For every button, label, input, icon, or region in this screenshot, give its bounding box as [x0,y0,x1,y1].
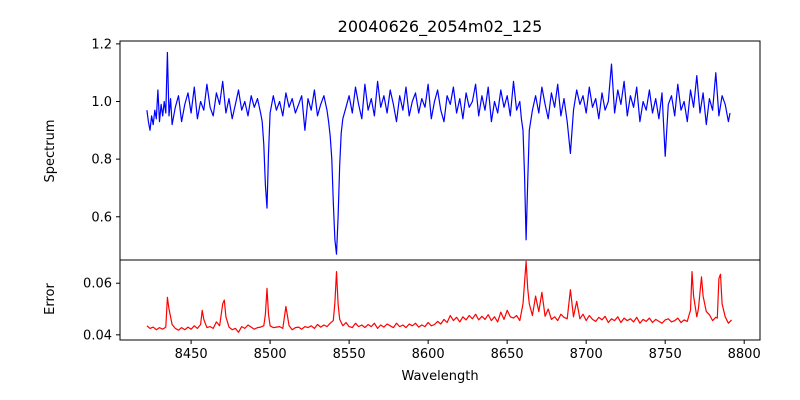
x-tick-label: 8600 [412,347,445,362]
error-series-line [146,260,733,333]
x-tick-label: 8500 [254,347,287,362]
spectrum-y-tick-label: 0.6 [91,210,112,225]
x-tick-label: 8750 [649,347,682,362]
spectrum-y-axis-label: Spectrum [43,120,58,183]
error-y-tick-label: 0.04 [83,328,112,343]
x-tick-label: 8450 [175,347,208,362]
error-y-axis-label: Error [43,283,58,315]
spectrum-panel: 0.6 0.8 1.0 1.2 [91,37,761,261]
x-tick-label: 8700 [570,347,603,362]
x-tick-label: 8650 [491,347,524,362]
x-axis-label: Wavelength [401,369,478,384]
error-axes-frame [119,259,761,341]
spectrum-series-line [146,51,731,255]
x-tick-label: 8800 [728,347,761,362]
spectrum-y-tick-label: 1.0 [91,95,112,110]
spectrum-y-tick-label: 0.8 [91,153,112,168]
error-y-tick-label: 0.06 [83,277,112,292]
error-panel: 0.04 0.06 8450 8500 8550 8600 8650 8700 8750 8800 [83,259,761,362]
x-tick-label: 8550 [333,347,366,362]
spectrum-axes-frame [119,40,761,261]
chart-title: 20040626_2054m02_125 [338,17,543,37]
spectrum-y-tick-label: 1.2 [91,37,112,52]
